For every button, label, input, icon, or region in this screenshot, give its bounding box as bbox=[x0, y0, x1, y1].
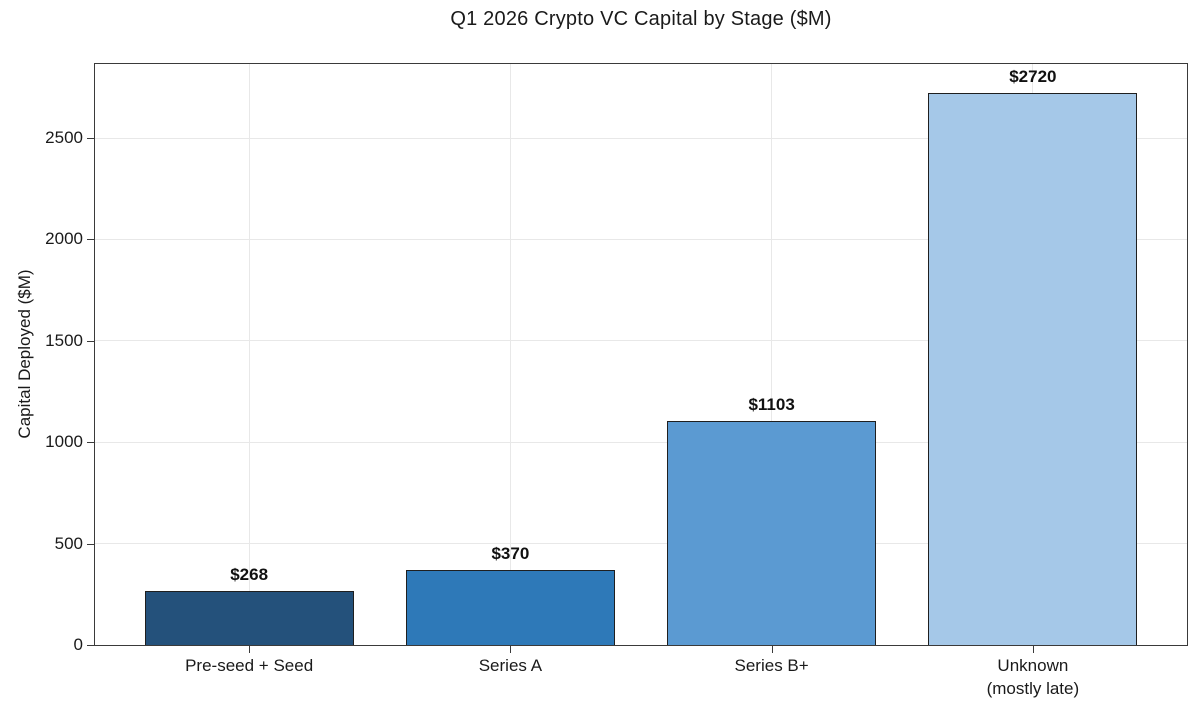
x-tick-label: Series A bbox=[478, 656, 543, 675]
x-tick-mark bbox=[771, 646, 773, 653]
x-gridline bbox=[509, 64, 511, 645]
y-tick-mark bbox=[87, 645, 94, 646]
y-gridline bbox=[95, 137, 1187, 139]
plot-area: $268 $370 $1103 $2720 bbox=[94, 63, 1188, 646]
y-tick-mark bbox=[87, 442, 94, 444]
y-tick-mark bbox=[87, 138, 94, 140]
bar-value-label: $2720 bbox=[1009, 67, 1057, 87]
x-tick-label: Series B+ bbox=[734, 656, 809, 675]
y-tick-label: 2000 bbox=[45, 229, 83, 249]
y-tick-label: 500 bbox=[54, 533, 83, 553]
y-gridline bbox=[95, 340, 1187, 342]
bar-1 bbox=[144, 590, 354, 645]
y-tick-label: 2500 bbox=[45, 128, 83, 148]
x-tick-label: Unknown (mostly late) bbox=[986, 656, 1080, 698]
bar-4 bbox=[928, 93, 1138, 645]
y-tick-label: 1500 bbox=[45, 330, 83, 350]
x-gridline bbox=[248, 64, 250, 645]
bar-value-label: $268 bbox=[230, 564, 269, 584]
y-gridline bbox=[95, 238, 1187, 240]
chart-title: Q1 2026 Crypto VC Capital by Stage ($M) bbox=[450, 8, 832, 30]
bar-2 bbox=[405, 569, 615, 645]
bar-value-label: $370 bbox=[491, 543, 530, 563]
x-tick-mark bbox=[249, 646, 251, 653]
y-tick-mark bbox=[87, 543, 94, 545]
y-tick-label: 1000 bbox=[45, 432, 83, 452]
x-tick-label: Pre-seed + Seed bbox=[185, 656, 314, 675]
x-tick-mark bbox=[510, 646, 512, 653]
y-gridline bbox=[95, 441, 1187, 443]
y-tick-mark bbox=[87, 239, 94, 241]
bar-3 bbox=[667, 421, 877, 645]
bar-value-label: $1103 bbox=[748, 395, 795, 415]
x-tick-mark bbox=[1032, 646, 1034, 653]
y-gridline bbox=[95, 543, 1187, 545]
x-gridline bbox=[771, 64, 773, 645]
y-tick-mark bbox=[87, 340, 94, 342]
y-tick-label: 0 bbox=[73, 635, 83, 654]
y-axis-label: Capital Deployed ($M) bbox=[15, 269, 34, 439]
